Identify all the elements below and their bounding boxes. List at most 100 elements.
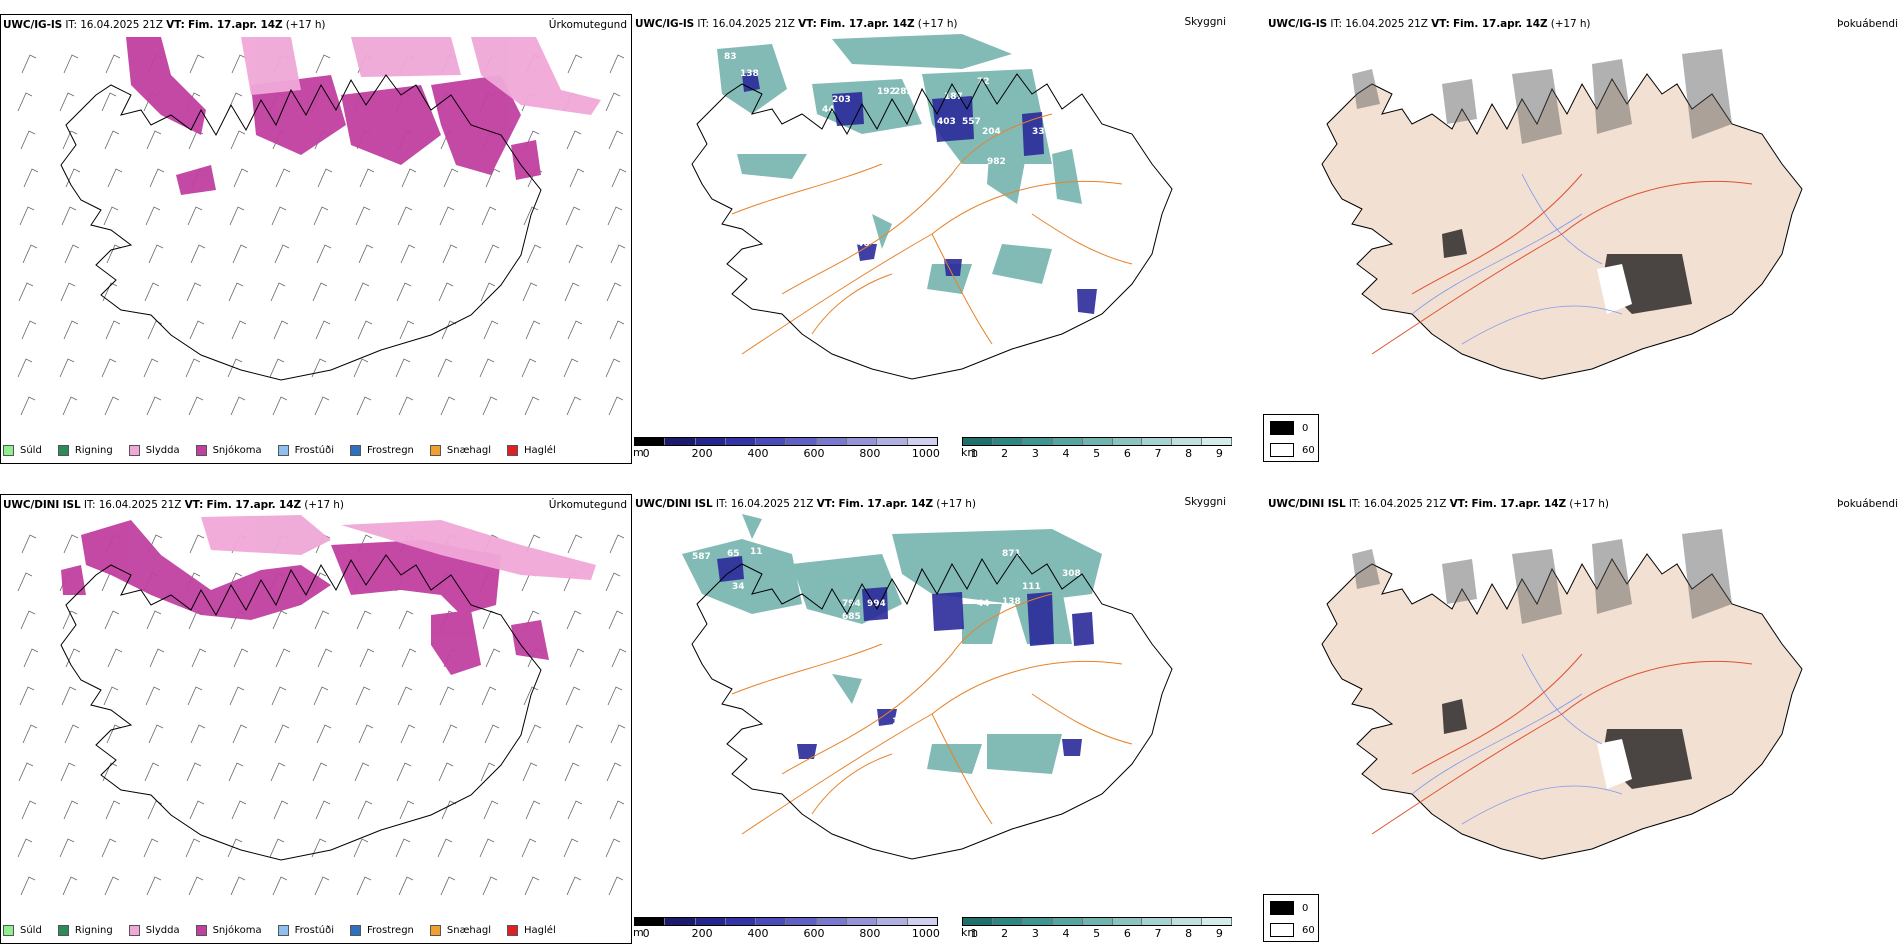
colorbar-swatch <box>725 918 757 925</box>
colorbar-swatch <box>695 918 726 925</box>
wind-barb <box>269 358 285 378</box>
wind-barb <box>228 762 244 782</box>
legend-swatch <box>350 925 361 936</box>
legend-item-1: Rigning <box>57 925 113 936</box>
legend-label: Slydda <box>145 445 180 456</box>
colorbar-tick: 200 <box>691 927 713 940</box>
wind-barb <box>611 168 627 188</box>
wind-barb <box>20 610 36 630</box>
colorbar-tick: 600 <box>803 447 825 460</box>
visibility-value-label: 192 <box>877 87 896 97</box>
visibility-value-label: 88 <box>1082 742 1095 752</box>
wind-barb <box>440 396 456 416</box>
wind-barb <box>313 686 329 706</box>
cloud-swatch-0 <box>1270 901 1294 915</box>
wind-barb <box>357 800 373 820</box>
wind-barb <box>64 244 80 264</box>
wind-barb <box>566 396 582 416</box>
wind-barb <box>525 320 541 340</box>
legend-label: Snæhagl <box>446 445 492 456</box>
wind-barb <box>440 876 456 896</box>
wind-barb <box>23 168 39 188</box>
visibility-value-label: 557 <box>962 117 981 127</box>
legend-label: Rigning <box>74 445 113 456</box>
colorbar-swatch <box>963 438 993 445</box>
wind-barb <box>438 762 454 782</box>
legend-swatch <box>128 445 140 456</box>
wind-barb <box>17 92 33 112</box>
wind-barb <box>230 130 246 150</box>
cloud-map-panel-dini: UWC/DINI ISL IT: 16.04.2025 21Z VT: Fim.… <box>1262 494 1900 944</box>
colorbar-tick: 3 <box>1031 927 1039 940</box>
wind-barb <box>605 572 621 592</box>
colorbar-tick: 9 <box>1215 927 1223 940</box>
wind-barb <box>185 838 201 858</box>
legend-label: Haglél <box>524 925 556 936</box>
wind-barb <box>17 838 33 858</box>
legend-swatch <box>507 925 519 936</box>
colorbar-tick: 800 <box>859 447 881 460</box>
visibility-value-label: 403 <box>937 117 956 127</box>
wind-barb <box>483 320 499 340</box>
colorbar-swatch <box>756 918 787 925</box>
wind-barb <box>439 686 455 706</box>
visibility-value-label: 138 <box>1002 597 1021 607</box>
colorbar-swatch <box>786 438 817 445</box>
road-line <box>781 593 1053 775</box>
wind-barb <box>522 762 538 782</box>
wind-barb <box>229 206 245 226</box>
legend-item-2: Slydda <box>128 445 180 456</box>
wind-barb <box>272 876 288 896</box>
wind-barb <box>567 54 583 74</box>
wind-barb <box>187 206 203 226</box>
wind-barb <box>480 762 496 782</box>
precip-map-panel-ig: UWC/IG-IS IT: 16.04.2025 21Z VT: Fim. 17… <box>0 14 632 464</box>
wind-barb <box>227 838 243 858</box>
visibility-value-label: 11 <box>750 547 763 557</box>
visibility-value-label: 963 <box>862 544 881 554</box>
wind-barb <box>608 396 624 416</box>
legend-label: Rigning <box>74 925 113 936</box>
legend-label: Snæhagl <box>446 925 492 936</box>
wind-barb <box>563 838 579 858</box>
wind-barb <box>143 358 159 378</box>
vis-bar-ticks: 12345678910 <box>962 926 1232 940</box>
wind-barb <box>61 686 77 706</box>
wind-barb <box>230 876 246 896</box>
colorbar-tick: 400 <box>747 927 769 940</box>
legend-swatch <box>128 925 140 936</box>
legend-item-2: Slydda <box>128 925 180 936</box>
colorbar-swatch <box>847 918 878 925</box>
wind-barb <box>400 244 416 264</box>
wind-barb <box>608 130 624 150</box>
height-bar-swatches <box>634 437 938 446</box>
colorbar-swatch <box>963 918 993 925</box>
vis-bar-ticks: 12345678910 <box>962 446 1232 460</box>
legend-item-3: Snjókoma <box>195 445 262 456</box>
visibility-value-label: 308 <box>1062 569 1081 579</box>
wind-barb <box>606 762 622 782</box>
wind-barb <box>399 320 415 340</box>
visibility-value-label: 33 <box>1032 127 1045 137</box>
wind-barb <box>609 320 625 340</box>
road-network <box>731 113 1133 355</box>
road-line <box>811 273 893 335</box>
wind-barb <box>231 800 247 820</box>
wind-barb <box>271 206 287 226</box>
wind-barb <box>609 54 625 74</box>
wind-barb <box>479 838 495 858</box>
visibility-value-label: 187 <box>944 92 963 102</box>
wind-barb <box>186 762 202 782</box>
wind-barb <box>188 876 204 896</box>
panel-header: UWC/DINI ISL IT: 16.04.2025 21Z VT: Fim.… <box>1268 498 1609 510</box>
wind-barb <box>65 648 81 668</box>
legend-item-5: Frostregn <box>350 925 414 936</box>
panel-header: UWC/IG-IS IT: 16.04.2025 21Z VT: Fim. 17… <box>3 19 326 31</box>
legend-label: Frostregn <box>367 925 414 936</box>
wind-barb <box>567 320 583 340</box>
wind-barb <box>566 130 582 150</box>
wind-barb <box>145 206 161 226</box>
wind-barb <box>485 648 501 668</box>
cloud-map-dini <box>1321 529 1803 860</box>
